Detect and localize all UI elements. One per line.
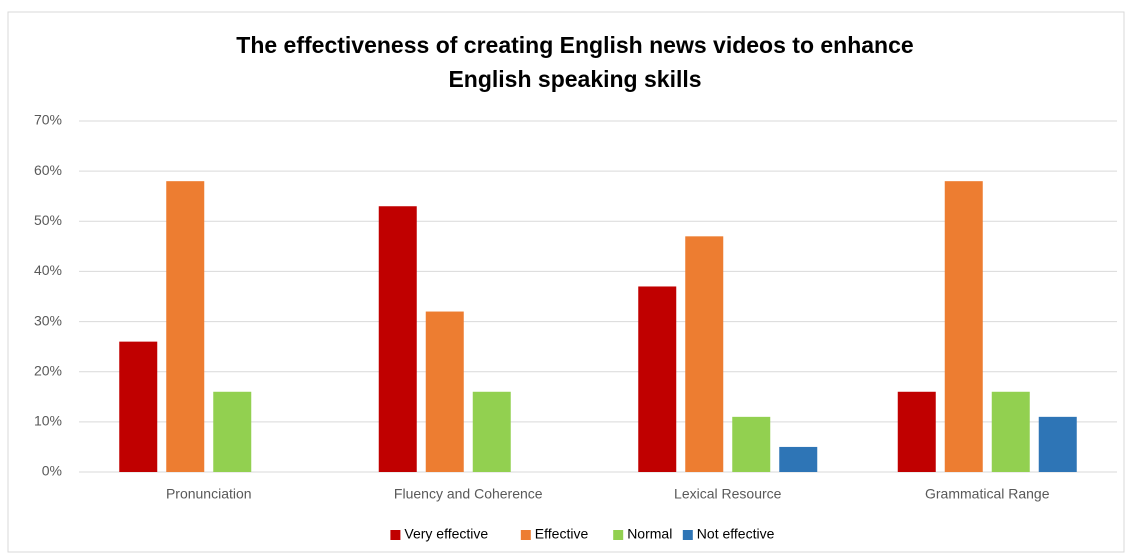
legend-label: Normal <box>627 526 672 542</box>
bar <box>425 311 464 472</box>
y-tick-label: 10% <box>34 413 62 429</box>
legend-swatch <box>390 530 401 540</box>
bar <box>378 206 417 472</box>
y-tick-label: 0% <box>42 463 62 479</box>
y-tick-label: 60% <box>34 162 62 178</box>
bar <box>472 391 511 472</box>
y-tick-label: 70% <box>34 112 62 128</box>
legend-swatch <box>520 530 531 540</box>
y-tick-label: 40% <box>34 262 62 278</box>
bar <box>166 181 205 472</box>
bar <box>897 391 936 472</box>
bar <box>1038 416 1077 472</box>
bar <box>991 391 1030 472</box>
legend-label: Effective <box>535 526 589 542</box>
bar <box>944 181 983 472</box>
legend-label: Very effective <box>404 526 488 542</box>
x-tick-label: Fluency and Coherence <box>394 486 543 502</box>
y-tick-label: 50% <box>34 212 62 228</box>
y-tick-label: 30% <box>34 312 62 328</box>
legend-swatch <box>613 530 624 540</box>
bar <box>732 416 771 472</box>
bar <box>685 236 724 472</box>
chart-title: English speaking skills <box>448 66 701 92</box>
bar <box>779 446 818 472</box>
chart-title: The effectiveness of creating English ne… <box>236 32 913 58</box>
bar <box>213 391 252 472</box>
bar <box>119 341 158 472</box>
legend-swatch <box>682 530 693 540</box>
x-tick-label: Lexical Resource <box>674 486 782 502</box>
x-tick-label: Grammatical Range <box>925 486 1050 502</box>
y-tick-label: 20% <box>34 362 62 378</box>
legend-label: Not effective <box>697 526 775 542</box>
bar <box>638 286 677 472</box>
x-tick-label: Pronunciation <box>166 486 252 502</box>
